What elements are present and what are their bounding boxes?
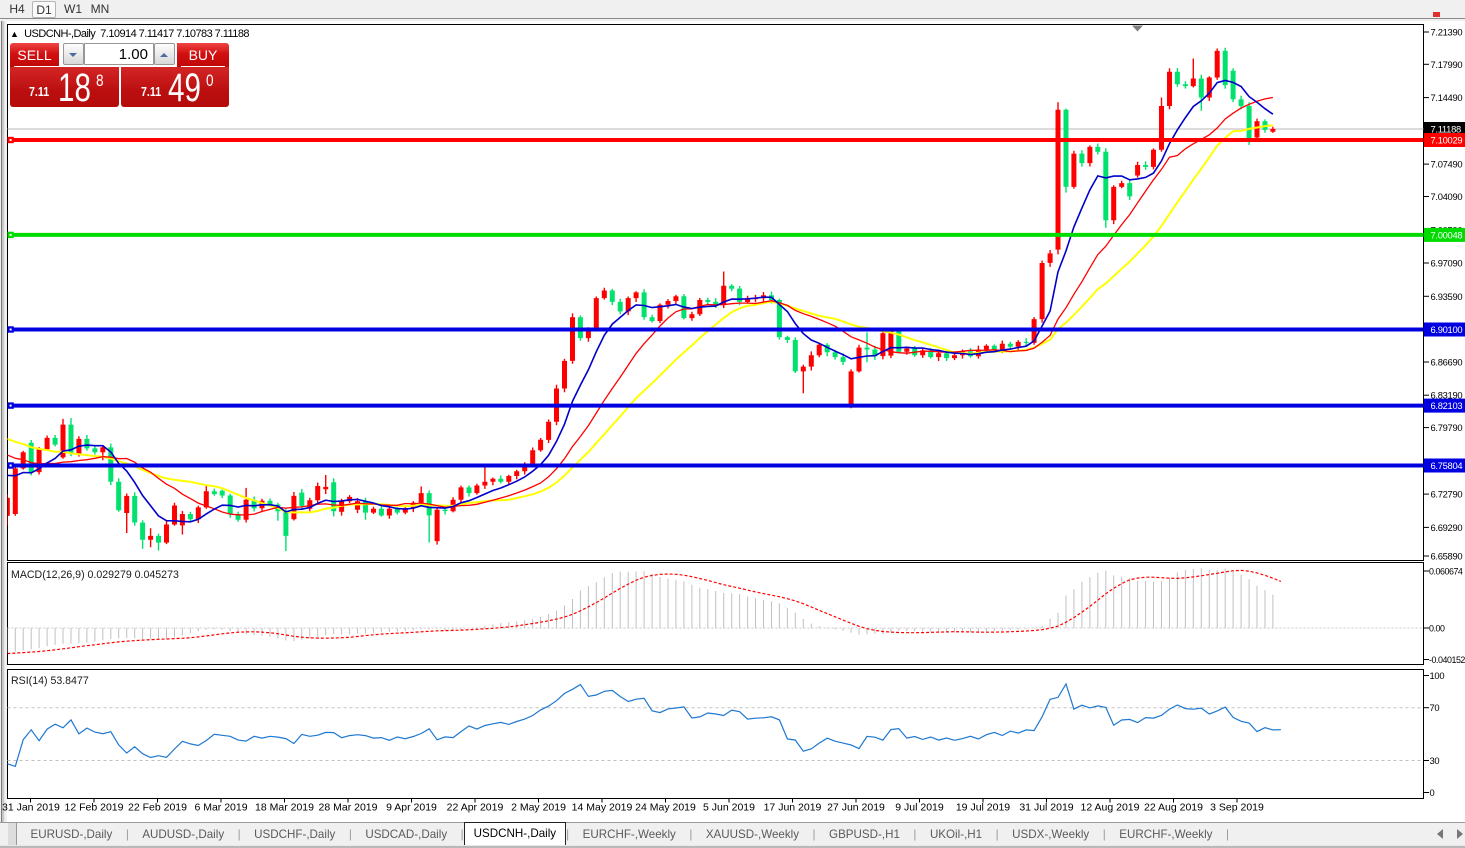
svg-text:6.79790: 6.79790 [1431,422,1463,433]
svg-text:-0.040152: -0.040152 [1429,655,1465,665]
svg-text:22 Feb 2019: 22 Feb 2019 [128,802,187,814]
svg-text:7.07490: 7.07490 [1431,159,1463,170]
svg-text:31 Jan 2019: 31 Jan 2019 [2,802,60,814]
svg-text:22 Aug 2019: 22 Aug 2019 [1144,802,1203,814]
svg-text:6.75804: 6.75804 [1431,460,1463,471]
svg-text:0.060674: 0.060674 [1429,567,1463,577]
svg-text:14 May 2019: 14 May 2019 [572,802,633,814]
svg-text:0: 0 [1430,787,1435,798]
svg-text:RSI(14) 53.8477: RSI(14) 53.8477 [11,675,89,687]
svg-text:7.14490: 7.14490 [1431,92,1463,103]
svg-text:70: 70 [1430,702,1440,713]
svg-text:28 Mar 2019: 28 Mar 2019 [319,802,378,814]
svg-text:12 Aug 2019: 12 Aug 2019 [1081,802,1140,814]
svg-text:18 Mar 2019: 18 Mar 2019 [255,802,314,814]
svg-text:2 May 2019: 2 May 2019 [511,802,566,814]
svg-text:5 Jun 2019: 5 Jun 2019 [703,802,755,814]
svg-text:100: 100 [1430,670,1445,681]
svg-text:MACD(12,26,9) 0.029279 0.04527: MACD(12,26,9) 0.029279 0.045273 [11,569,179,581]
svg-text:6.69290: 6.69290 [1431,522,1463,533]
svg-text:6.72790: 6.72790 [1431,489,1463,500]
svg-text:6.93590: 6.93590 [1431,291,1463,302]
svg-text:6 Mar 2019: 6 Mar 2019 [194,802,247,814]
svg-text:0.00: 0.00 [1429,624,1445,634]
svg-text:7.10029: 7.10029 [1431,135,1463,146]
svg-text:31 Jul 2019: 31 Jul 2019 [1019,802,1073,814]
svg-text:6.65890: 6.65890 [1431,551,1463,562]
svg-text:7.11188: 7.11188 [1431,124,1461,135]
svg-text:17 Jun 2019: 17 Jun 2019 [764,802,822,814]
svg-text:7.21390: 7.21390 [1431,27,1463,38]
svg-text:7.00048: 7.00048 [1431,229,1463,240]
svg-text:30: 30 [1430,755,1440,766]
svg-text:6.90100: 6.90100 [1431,324,1463,335]
svg-text:19 Jul 2019: 19 Jul 2019 [956,802,1010,814]
svg-text:22 Apr 2019: 22 Apr 2019 [447,802,504,814]
svg-text:6.83190: 6.83190 [1431,390,1463,401]
svg-text:9 Jul 2019: 9 Jul 2019 [895,802,944,814]
svg-text:7.04090: 7.04090 [1431,191,1463,202]
svg-text:24 May 2019: 24 May 2019 [635,802,696,814]
svg-text:6.86690: 6.86690 [1431,357,1463,368]
svg-text:6.82103: 6.82103 [1431,400,1463,411]
svg-text:6.97090: 6.97090 [1431,258,1463,269]
svg-text:9 Apr 2019: 9 Apr 2019 [386,802,437,814]
svg-text:27 Jun 2019: 27 Jun 2019 [827,802,885,814]
svg-text:3 Sep 2019: 3 Sep 2019 [1210,802,1264,814]
svg-text:12 Feb 2019: 12 Feb 2019 [65,802,124,814]
svg-text:7.17990: 7.17990 [1431,59,1463,70]
